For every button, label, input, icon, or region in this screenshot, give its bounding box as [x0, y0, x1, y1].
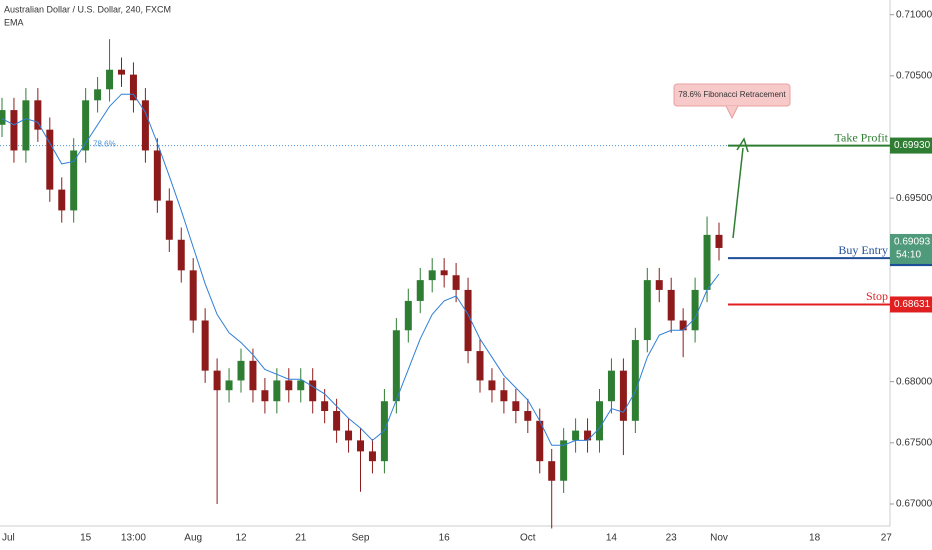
candle-body — [715, 234, 723, 248]
candle-body — [141, 100, 149, 151]
candle-body — [572, 430, 580, 441]
y-tick-label: 0.67500 — [896, 437, 932, 448]
candle-body — [607, 370, 615, 402]
candle-body — [428, 270, 436, 281]
x-tick-label: 16 — [439, 533, 451, 544]
candle-body — [404, 300, 412, 331]
x-tick-label: Oct — [520, 533, 536, 544]
candle-body — [345, 430, 353, 441]
x-tick-label: 18 — [809, 533, 821, 544]
candle-body — [667, 289, 675, 321]
candle-body — [416, 280, 424, 301]
price-box — [890, 296, 932, 313]
candle-body — [189, 270, 197, 321]
level-name: Take Profit — [835, 130, 889, 144]
candle-body — [536, 420, 544, 462]
candle-body — [655, 280, 663, 290]
candle-body — [201, 320, 209, 371]
level-name: Stop — [866, 289, 888, 303]
indicator-name: EMA — [4, 17, 24, 27]
x-tick-label: Sep — [352, 533, 370, 544]
x-tick-label: Aug — [184, 533, 202, 544]
candle-body — [285, 380, 293, 391]
last-price-box — [890, 233, 932, 264]
candle-body — [225, 380, 233, 391]
countdown: 54:10 — [896, 250, 921, 261]
candle-body — [452, 275, 460, 290]
candle-body — [106, 69, 114, 90]
last-price-label: 0.69093 — [894, 237, 931, 248]
candle-body — [22, 100, 30, 151]
candle-body — [309, 380, 317, 402]
candle-body — [524, 411, 532, 421]
y-tick-label: 0.69500 — [896, 193, 932, 204]
candle-body — [703, 234, 711, 290]
candle-body — [357, 440, 364, 452]
candle-body — [82, 100, 90, 151]
candle-body — [596, 401, 603, 441]
y-tick-label: 0.67000 — [896, 499, 932, 510]
candle-body — [488, 380, 496, 391]
candle-body — [392, 330, 400, 402]
fib-label: 78.6% — [93, 140, 116, 149]
candle-body — [321, 401, 329, 412]
y-tick-label: 0.70500 — [896, 70, 932, 81]
x-tick-label: 21 — [295, 533, 307, 544]
candle-body — [237, 360, 245, 381]
x-tick-label: Nov — [710, 533, 728, 544]
price-box — [890, 137, 932, 154]
x-tick-label: 12 — [235, 533, 247, 544]
candle-body — [368, 451, 376, 462]
candle-body — [548, 461, 556, 481]
candle-body — [70, 150, 78, 211]
candle-body — [10, 110, 18, 151]
candle-body — [333, 411, 341, 431]
candle-body — [165, 200, 173, 240]
candle-body — [476, 351, 484, 381]
level-name: Buy Entry — [838, 243, 888, 257]
candle-body — [261, 390, 269, 402]
x-tick-label: 15 — [80, 533, 92, 544]
candle-body — [129, 74, 137, 101]
x-tick-label: Jul — [2, 533, 15, 544]
price-box-label: 0.69930 — [894, 140, 931, 151]
callout-text: 78.6% Fibonacci Retracement — [678, 90, 786, 99]
candle-body — [440, 270, 448, 276]
candle-body — [273, 380, 281, 402]
candle-body — [249, 360, 257, 391]
ema-line — [1, 93, 720, 446]
candle-body — [631, 340, 639, 421]
chart-title: Australian Dollar / U.S. Dollar, 240, FX… — [4, 4, 171, 14]
x-tick-label: 23 — [666, 533, 678, 544]
candle-body — [213, 370, 221, 391]
x-tick-label: 14 — [606, 533, 618, 544]
x-tick-label: 27 — [881, 533, 893, 544]
y-tick-label: 0.68000 — [896, 376, 932, 387]
candle-body — [643, 280, 651, 341]
candle-body — [619, 370, 627, 421]
candle-body — [512, 401, 520, 412]
candle-body — [58, 189, 66, 211]
candle-body — [118, 69, 125, 75]
candle-body — [0, 110, 6, 125]
candle-body — [177, 239, 185, 271]
x-tick-label: 13:00 — [121, 533, 146, 544]
candle-body — [153, 150, 161, 201]
candle-body — [297, 380, 305, 391]
candle-body — [500, 390, 508, 402]
candle-body — [560, 440, 568, 481]
candle-body — [94, 89, 102, 101]
y-tick-label: 0.71000 — [896, 9, 932, 20]
candle-body — [46, 129, 54, 190]
arrow — [732, 147, 744, 239]
candle-body — [691, 289, 699, 331]
candle-body — [464, 289, 472, 352]
candle-body — [34, 100, 42, 130]
candle-body — [584, 430, 592, 441]
candle-body — [679, 320, 687, 331]
callout-pointer — [725, 105, 739, 120]
price-box-label: 0.68631 — [894, 299, 931, 310]
